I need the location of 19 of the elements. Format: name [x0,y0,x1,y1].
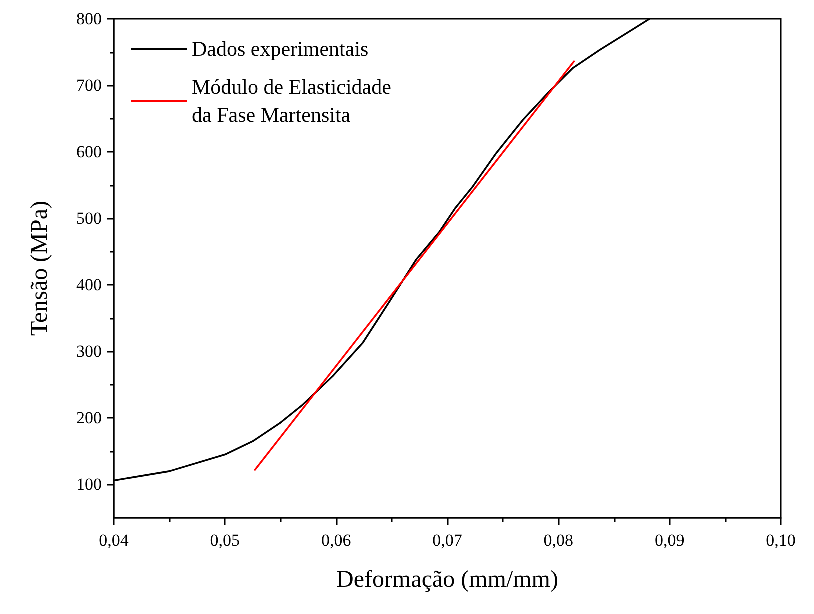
y-tick-label: 100 [76,475,102,494]
legend-label: Dados experimentais [192,37,369,61]
legend-label: Módulo de Elasticidade da Fase Martensita [192,75,392,127]
y-tick-label: 800 [76,10,102,28]
x-tick-label: 0,06 [321,531,352,550]
x-tick-label: 0,07 [432,531,463,550]
y-axis-title: Tensão (MPa) [27,201,53,336]
y-tick-label: 500 [76,209,102,228]
x-tick-label: 0,04 [99,531,130,550]
y-tick-label: 300 [76,342,102,362]
x-tick-label: 0,09 [654,531,685,550]
y-tick-label: 200 [76,408,102,428]
x-tick-label: 0,10 [766,531,796,550]
x-tick-label: 0,05 [210,531,240,550]
y-tick-label: 700 [76,76,102,96]
y-tick-label: 400 [76,276,102,295]
y-tick-label: 600 [76,142,102,162]
x-axis-title: Deformação (mm/mm) [336,567,558,593]
x-tick-label: 0,08 [544,531,574,550]
